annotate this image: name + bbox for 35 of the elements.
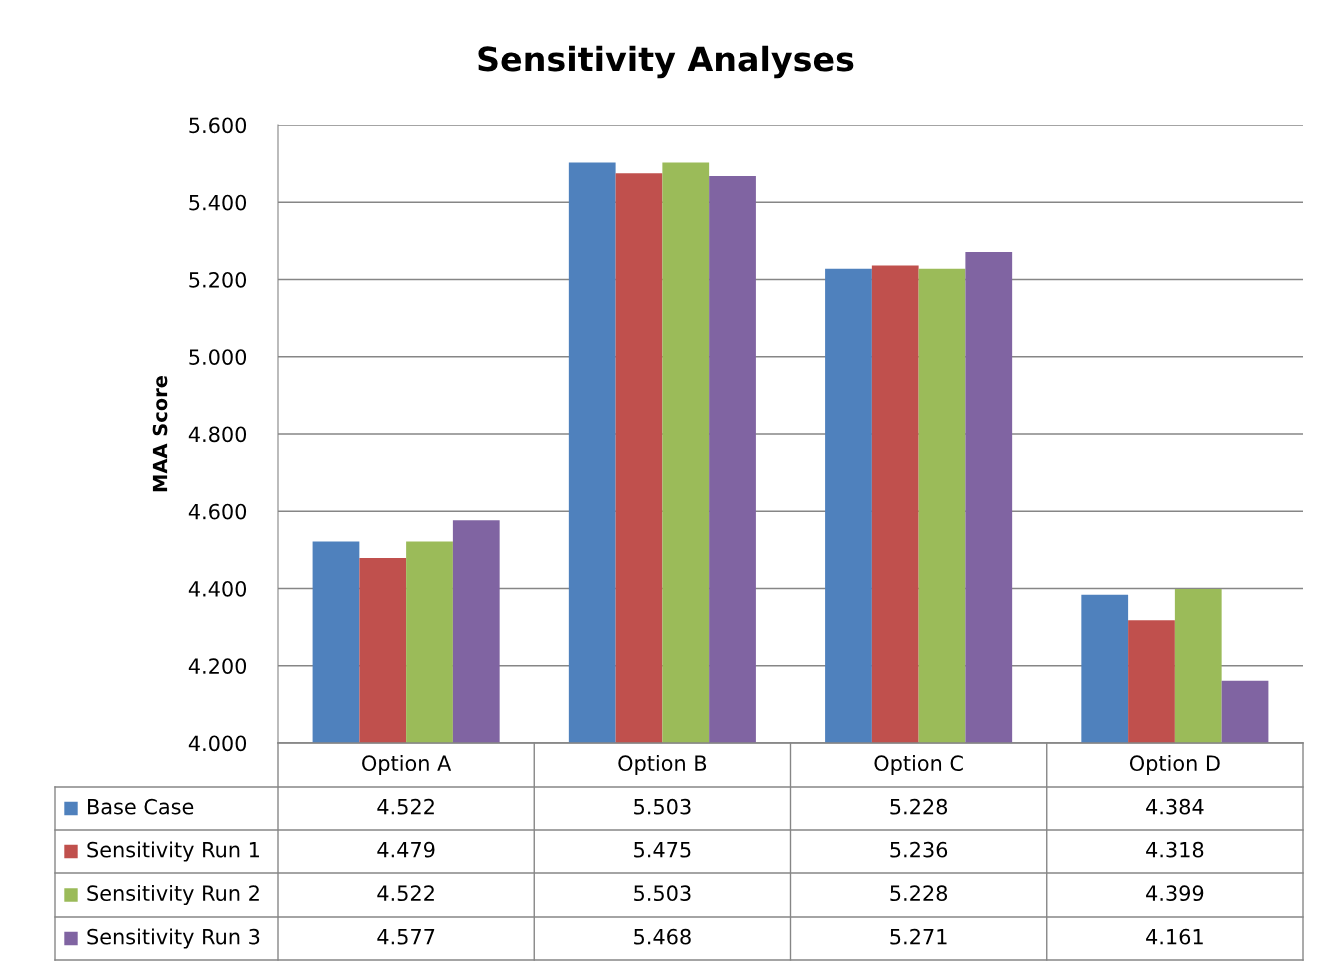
x-tick-label: Option A (362, 754, 452, 776)
chart-title: Sensitivity Analyses (478, 45, 854, 79)
x-tick-label: Option C (874, 754, 963, 776)
data-label: 4.522 (377, 885, 434, 902)
y-tick-label: 4.600 (188, 503, 247, 520)
data-label: 5.475 (634, 842, 691, 858)
data-label: 4.399 (1146, 885, 1204, 902)
y-tick-label: 5.600 (189, 117, 247, 134)
data-label: 4.522 (377, 798, 434, 815)
y-tick-label: 4.000 (188, 735, 247, 752)
data-label: 4.577 (377, 929, 435, 945)
y-tick-label: 4.800 (188, 426, 247, 443)
data-label: 4.384 (1146, 798, 1204, 815)
data-label: 5.228 (890, 885, 948, 902)
y-axis-title: MAA Score (152, 376, 168, 492)
data-label: 5.228 (890, 798, 948, 815)
y-tick-label: 4.200 (188, 658, 247, 674)
legend-label: Sensitivity Run 3 (87, 928, 260, 949)
y-tick-label: 5.200 (189, 271, 247, 288)
data-label: 5.271 (890, 928, 947, 945)
data-label: 4.318 (1146, 841, 1204, 858)
data-label: 5.468 (634, 928, 691, 945)
y-tick-label: 5.000 (189, 349, 247, 365)
x-tick-label: Option D (1129, 754, 1220, 776)
y-tick-label: 4.400 (188, 580, 247, 597)
data-label: 5.236 (890, 841, 948, 858)
legend-label: Base Case (88, 798, 194, 815)
data-label: 5.503 (634, 798, 691, 815)
legend-label: Sensitivity Run 2 (87, 884, 259, 906)
x-tick-label: Option B (618, 754, 707, 776)
y-tick-label: 5.400 (189, 194, 247, 211)
data-label: 5.503 (634, 885, 691, 902)
data-label: 4.479 (377, 841, 435, 858)
data-label: 4.161 (1146, 928, 1203, 945)
legend-label: Sensitivity Run 1 (87, 841, 259, 862)
